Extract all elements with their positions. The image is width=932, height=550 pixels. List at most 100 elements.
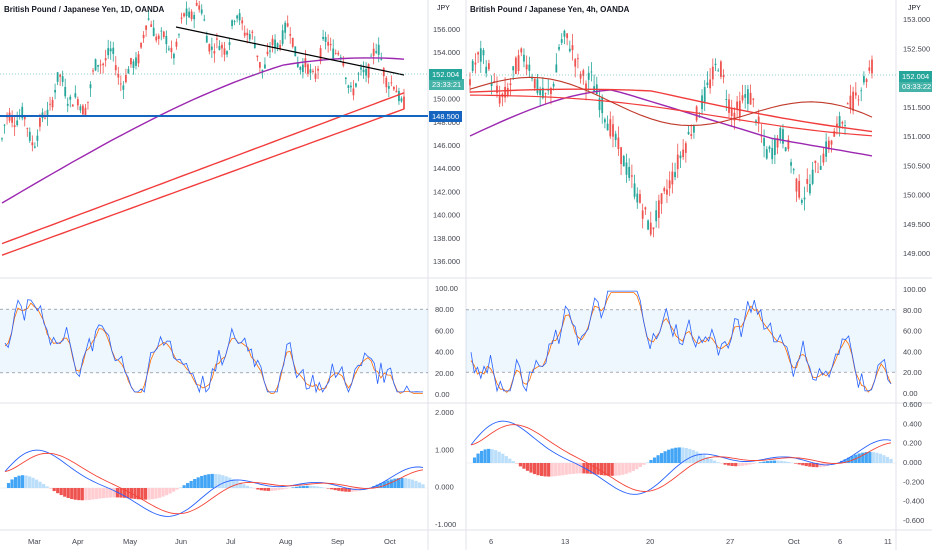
candle-body: [218, 45, 221, 50]
candle-body: [628, 167, 631, 178]
right-stoch-tick: 40.00: [903, 347, 922, 356]
right-macd-histogram-bar: [631, 463, 635, 471]
right-macd-histogram-bar: [532, 463, 537, 475]
candle-body: [322, 36, 324, 40]
left-macd-histogram-bar: [238, 482, 242, 488]
left-macd-histogram-bar: [400, 477, 404, 488]
candle-body: [833, 131, 836, 137]
left-date-tick: Jul: [226, 537, 236, 546]
right-macd-histogram-bar: [769, 460, 773, 463]
candle-body: [827, 140, 830, 150]
right-macd-histogram-bar: [614, 463, 618, 476]
candle-body: [684, 143, 687, 153]
candle-body: [636, 193, 639, 203]
right-macd-histogram-bar: [758, 462, 763, 463]
right-macd-histogram-bar: [536, 463, 540, 476]
right-macd-tick: 0.400: [903, 419, 922, 428]
candle-body: [606, 123, 609, 131]
candle-body: [582, 70, 585, 76]
left-macd-histogram-bar: [63, 488, 67, 497]
left-macd-histogram-bar: [330, 488, 334, 490]
candle-body: [271, 38, 274, 46]
candle-body: [738, 100, 741, 117]
right-macd-histogram-bar: [801, 463, 805, 466]
left-macd-histogram-bar: [112, 488, 116, 498]
right-price-tick: 149.000: [903, 249, 930, 258]
left-stoch-tick: 20.00: [435, 369, 454, 378]
candle-body: [782, 129, 784, 144]
candle-body: [33, 146, 36, 148]
left-price-tick: 144.000: [433, 164, 460, 173]
left-macd-histogram-bar: [375, 484, 379, 488]
left-macd-tick: -1.000: [435, 520, 456, 529]
left-price-tick: 138.000: [433, 234, 460, 243]
candle-body: [291, 37, 294, 47]
left-macd-histogram-bar: [280, 488, 285, 490]
left-stoch-k-line: [4, 299, 423, 394]
left-macd-histogram-bar: [273, 488, 278, 491]
right-macd-histogram-bar: [783, 461, 787, 463]
left-macd-histogram-bar: [421, 484, 425, 488]
right-macd-histogram-bar: [656, 455, 660, 463]
candle-body: [622, 155, 625, 167]
candle-body: [822, 153, 825, 163]
candle-body: [757, 116, 760, 124]
candle-body: [601, 97, 604, 114]
right-macd-histogram-bar: [861, 452, 865, 463]
left-currency-label: JPY: [437, 5, 450, 12]
candle-body: [342, 62, 345, 66]
candle-body: [64, 86, 67, 97]
candle-body: [1, 138, 3, 140]
candle-body: [811, 169, 814, 184]
right-date-tick: 11: [884, 537, 892, 546]
candle-body: [725, 98, 728, 100]
candle-body: [367, 64, 370, 78]
left-stoch-tick: 100.00: [435, 284, 458, 293]
candle-body: [744, 94, 747, 98]
candle-body: [350, 85, 352, 88]
ma-purple-line: [469, 89, 873, 157]
left-macd-histogram-bar: [172, 488, 176, 492]
left-macd-histogram-bar: [147, 488, 151, 500]
right-macd-histogram-bar: [737, 463, 741, 467]
candle-body: [844, 125, 846, 126]
left-macd-histogram-bar: [105, 488, 109, 498]
left-macd-histogram-bar: [200, 475, 204, 488]
right-macd-histogram-bar: [794, 463, 798, 464]
candle-body: [663, 188, 666, 192]
candle-body: [59, 74, 62, 77]
right-macd-histogram-bar: [497, 451, 501, 463]
right-macd-histogram-bar: [705, 456, 710, 463]
left-macd-histogram-bar: [133, 488, 137, 499]
right-macd-histogram-bar: [642, 463, 646, 465]
candle-body: [170, 47, 173, 53]
candle-body: [392, 86, 395, 90]
right-macd-histogram-bar: [501, 453, 505, 463]
right-macd-histogram-bar: [730, 463, 734, 467]
left-macd-histogram-bar: [175, 488, 179, 490]
candle-body: [329, 43, 332, 46]
candle-body: [736, 101, 739, 109]
candle-body: [167, 48, 170, 50]
right-macd-histogram-bar: [550, 463, 554, 477]
right-macd-histogram-bar: [607, 463, 611, 476]
candle-body: [66, 103, 69, 106]
left-macd-histogram-bar: [333, 488, 337, 491]
candle-body: [122, 85, 125, 90]
candle-body: [150, 24, 153, 27]
candle-body: [854, 92, 857, 96]
candle-body: [162, 31, 165, 37]
candle-body: [477, 52, 479, 55]
left-macd-histogram-bar: [87, 488, 91, 500]
left-macd-histogram-bar: [207, 474, 211, 488]
right-macd-histogram-bar: [677, 447, 681, 463]
left-macd-histogram-bar: [407, 478, 411, 488]
left-price-tick: 136.000: [433, 257, 460, 266]
left-date-tick: May: [123, 537, 137, 546]
candle-body: [846, 103, 849, 105]
candle-body: [690, 134, 693, 137]
candle-body: [155, 36, 158, 41]
candle-body: [520, 48, 523, 53]
